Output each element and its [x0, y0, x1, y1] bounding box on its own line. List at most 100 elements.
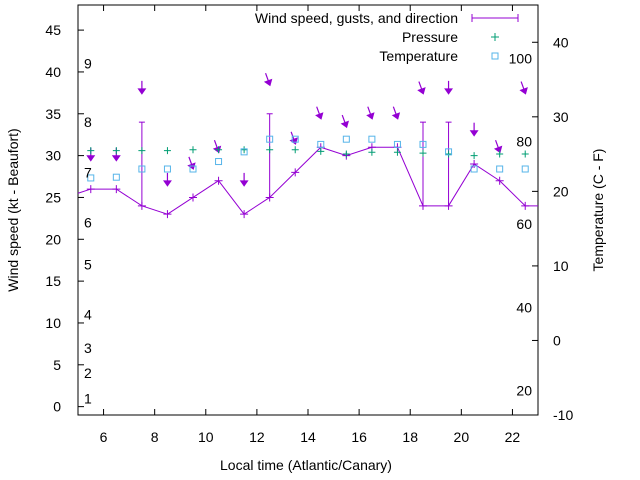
wind-direction-arrowhead [366, 112, 375, 120]
y-tick-label: 45 [45, 22, 61, 38]
pressure-point [342, 150, 350, 158]
temperature-point [445, 148, 453, 156]
wind-direction-arrowhead [137, 88, 147, 95]
wind-direction-arrowhead [111, 155, 121, 162]
x-tick-label: 16 [351, 429, 367, 445]
x-tick-label: 20 [454, 429, 470, 445]
x-tick-label: 18 [402, 429, 418, 445]
pressure-point [445, 150, 453, 158]
wind-direction-arrowhead [469, 130, 479, 137]
temperature-point [470, 165, 478, 173]
wind-direction-arrowhead [444, 88, 454, 95]
temperature-point [215, 158, 223, 166]
y2-tick-label: 40 [553, 34, 569, 50]
y2-tick-label: -10 [553, 407, 573, 423]
pressure-point [393, 148, 401, 156]
pressure-point [215, 146, 223, 154]
legend-label-pressure: Pressure [402, 29, 458, 45]
temperature-point [240, 148, 248, 156]
legend: Wind speed, gusts, and direction Pressur… [255, 10, 519, 64]
x-tick-label: 8 [151, 429, 159, 445]
wind-speed-point [137, 201, 146, 210]
temperature-point [419, 140, 427, 148]
temperature-point [342, 135, 350, 143]
pressure-point [317, 147, 325, 155]
y-axis-label: Wind speed (kt - Beaufort) [5, 128, 21, 291]
pressure-point [266, 146, 274, 154]
fahrenheit-label: 20 [516, 382, 532, 398]
wind-speed-point [291, 168, 300, 177]
wind-speed-point [521, 201, 530, 210]
wind-direction-arrowhead [86, 155, 96, 162]
y-tick-label: 10 [45, 315, 61, 331]
x-tick-label: 22 [505, 429, 521, 445]
pressure-point [496, 150, 504, 158]
y2-axis-label: Temperature (C - F) [590, 149, 606, 272]
temperature-point [87, 174, 95, 182]
pressure-point [368, 148, 376, 156]
wind-direction-arrowhead [315, 112, 324, 120]
legend-sample-temperature [491, 52, 499, 60]
wind-speed-point [495, 176, 504, 185]
pressure-point [470, 152, 478, 160]
wind-speed-point [112, 185, 121, 194]
wind-direction-arrowhead [417, 87, 426, 95]
temperature-point [521, 165, 529, 173]
y-tick-label: 0 [53, 399, 61, 415]
pressure-point [138, 147, 146, 155]
pressure-point [240, 146, 248, 154]
beaufort-label: 7 [84, 164, 92, 180]
pressure-point [112, 147, 120, 155]
temperature-point [317, 140, 325, 148]
wind-direction-arrowhead [391, 112, 401, 120]
x-tick-label: 10 [198, 429, 214, 445]
wind-direction-arrowhead [340, 120, 349, 129]
beaufort-label: 5 [84, 256, 92, 272]
axes-frame [77, 4, 539, 416]
temperature-point [189, 165, 197, 173]
pressure-point [87, 147, 95, 155]
beaufort-label: 4 [84, 307, 92, 323]
wind-speed-line [77, 146, 538, 215]
wind-speed-point [163, 210, 172, 219]
fahrenheit-label: 100 [509, 51, 533, 67]
wind-speed-point [240, 210, 249, 219]
wind-speed-point [444, 201, 453, 210]
pressure-point [291, 146, 299, 154]
wind-direction-arrowhead [263, 78, 273, 87]
beaufort-label: 2 [84, 365, 92, 381]
pressure-point [163, 147, 171, 155]
temperature-point [291, 135, 299, 143]
wind-direction-arrowhead [162, 180, 172, 187]
series-layer [77, 73, 538, 219]
x-tick-label: 12 [249, 429, 265, 445]
fahrenheit-label: 40 [516, 300, 532, 316]
legend-sample-pressure [491, 33, 499, 41]
y-tick-label: 25 [45, 189, 61, 205]
temperature-point [112, 173, 120, 181]
wind-direction-arrowhead [239, 180, 249, 187]
temperature-point [496, 165, 504, 173]
plot-frame [77, 4, 539, 416]
y-tick-label: 35 [45, 106, 61, 122]
beaufort-label: 9 [84, 56, 92, 72]
y2-tick-label: 10 [553, 258, 569, 274]
fahrenheit-label: 80 [516, 133, 532, 149]
beaufort-label: 6 [84, 215, 92, 231]
y2-tick-label: 30 [553, 109, 569, 125]
beaufort-label: 8 [84, 114, 92, 130]
wind-speed-point [214, 176, 223, 185]
y-tick-label: 20 [45, 231, 61, 247]
temperature-point [368, 135, 376, 143]
beaufort-label: 1 [84, 390, 92, 406]
wind-speed-point [86, 185, 95, 194]
temperature-point [138, 165, 146, 173]
labels-layer: Local time (Atlantic/Canary) Wind speed … [5, 22, 606, 473]
x-tick-label: 6 [100, 429, 108, 445]
y-tick-label: 40 [45, 64, 61, 80]
wind-speed-point [189, 193, 197, 202]
wind-direction-arrowhead [493, 145, 503, 154]
wind-speed-point [419, 201, 427, 210]
temperature-point [266, 135, 274, 143]
